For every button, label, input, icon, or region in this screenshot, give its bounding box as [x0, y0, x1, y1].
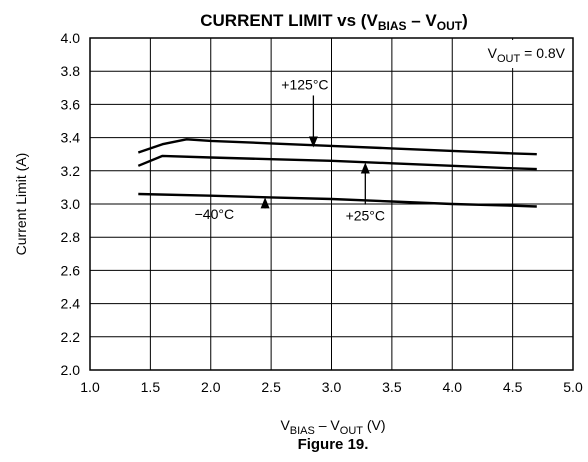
y-tick-label: 2.4: [61, 296, 81, 312]
y-tick-label: 3.2: [61, 163, 81, 179]
x-tick-label: 2.5: [261, 379, 281, 395]
y-tick-label: 2.2: [61, 329, 81, 345]
figure-caption: Figure 19.: [298, 436, 369, 453]
y-tick-label: 4.0: [61, 30, 81, 46]
y-tick-label: 2.8: [61, 229, 81, 245]
condition-label: VOUT = 0.8V: [488, 45, 566, 65]
annotations: +125°C +25°C −40°C: [195, 76, 385, 223]
x-tick-label: 1.0: [80, 379, 100, 395]
x-tick-label: 1.5: [141, 379, 161, 395]
series-line: [138, 192, 537, 208]
series-lines: [137, 138, 537, 208]
y-tick-label: 2.6: [61, 262, 81, 278]
y-axis-label: Current Limit (A): [13, 153, 29, 256]
y-tick-label: 3.0: [61, 196, 81, 212]
annotation-arrow-head: [308, 136, 318, 148]
series-line: [137, 154, 537, 171]
x-tick-label: 3.0: [322, 379, 342, 395]
x-tick-label: 3.5: [382, 379, 402, 395]
y-tick-label: 3.4: [61, 130, 81, 146]
condition-box: VOUT = 0.8V: [455, 40, 571, 68]
annotation-label: −40°C: [195, 206, 234, 222]
x-tick-label: 4.5: [503, 379, 523, 395]
annotation-label: +125°C: [281, 76, 328, 92]
grid: [89, 37, 574, 371]
x-tick-label: 5.0: [563, 379, 583, 395]
y-tick-label: 2.0: [61, 362, 81, 378]
series-line: [137, 138, 537, 156]
annotation-arrow-head: [260, 197, 270, 209]
annotation-label: +25°C: [346, 208, 385, 224]
chart-title: CURRENT LIMIT vs (VBIAS – VOUT): [200, 11, 468, 33]
y-tick-label: 3.8: [61, 63, 81, 79]
annotation-arrow-head: [360, 162, 370, 174]
y-tick-label: 3.6: [61, 96, 81, 112]
plot-border: [89, 37, 574, 371]
x-tick-label: 4.0: [443, 379, 463, 395]
y-axis-ticks: 2.0 2.2 2.4 2.6 2.8 3.0 3.2 3.4 3.6 3.8 4.0: [61, 30, 81, 378]
x-axis-label: VBIAS – VOUT (V): [280, 417, 385, 437]
x-axis-ticks: 1.0 1.5 2.0 2.5 3.0 3.5 4.0 4.5 5.0: [80, 379, 583, 395]
x-tick-label: 2.0: [201, 379, 221, 395]
